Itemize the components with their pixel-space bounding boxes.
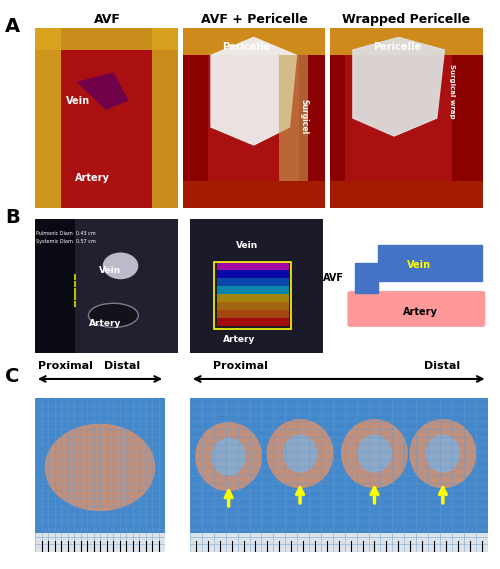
Bar xyxy=(152,28,178,208)
Polygon shape xyxy=(355,245,482,293)
Text: Proximal: Proximal xyxy=(38,361,92,371)
Bar xyxy=(35,28,178,50)
Bar xyxy=(280,55,308,181)
Polygon shape xyxy=(78,73,128,109)
Text: Pericelle: Pericelle xyxy=(372,42,421,52)
Text: Pulmonic Diam  0.43 cm: Pulmonic Diam 0.43 cm xyxy=(36,231,96,236)
Text: Vein: Vein xyxy=(99,266,122,275)
Text: Vein: Vein xyxy=(236,241,258,250)
Text: Proximal: Proximal xyxy=(212,361,268,371)
FancyBboxPatch shape xyxy=(348,291,486,327)
Ellipse shape xyxy=(88,303,138,327)
Bar xyxy=(345,55,452,181)
Polygon shape xyxy=(426,435,459,472)
Bar xyxy=(216,318,290,326)
Polygon shape xyxy=(284,435,316,472)
Bar xyxy=(216,286,290,294)
Polygon shape xyxy=(268,420,333,488)
Polygon shape xyxy=(196,423,262,490)
Text: Wrapped Pericelle: Wrapped Pericelle xyxy=(342,14,470,26)
Polygon shape xyxy=(212,438,245,475)
Polygon shape xyxy=(410,420,476,488)
Ellipse shape xyxy=(102,253,139,279)
Bar xyxy=(216,270,290,278)
Bar xyxy=(216,294,290,302)
Bar xyxy=(216,262,290,270)
Text: C: C xyxy=(5,367,20,386)
Bar xyxy=(330,181,482,208)
Bar xyxy=(214,262,290,329)
Bar xyxy=(190,534,488,552)
Bar xyxy=(208,55,300,181)
Polygon shape xyxy=(358,435,391,472)
Polygon shape xyxy=(211,38,296,145)
Text: A: A xyxy=(5,17,20,36)
Text: Distal: Distal xyxy=(424,361,460,371)
Text: Vein: Vein xyxy=(66,96,90,106)
Polygon shape xyxy=(353,38,444,136)
Text: Artery: Artery xyxy=(403,307,438,317)
Text: Surgicel: Surgicel xyxy=(300,99,308,134)
Bar xyxy=(35,28,60,208)
Bar xyxy=(182,181,325,208)
Text: Distal: Distal xyxy=(104,361,141,371)
Text: Surgical wrap: Surgical wrap xyxy=(449,64,455,119)
Bar xyxy=(75,219,178,353)
Polygon shape xyxy=(342,420,407,488)
Bar xyxy=(216,302,290,310)
Bar xyxy=(35,219,75,353)
Bar xyxy=(182,28,325,55)
Text: Vein: Vein xyxy=(406,260,431,270)
Text: Pericelle: Pericelle xyxy=(222,42,270,52)
Text: AVF: AVF xyxy=(94,14,121,26)
Bar xyxy=(330,28,482,55)
Bar xyxy=(216,310,290,318)
Text: B: B xyxy=(5,208,20,226)
Text: Artery: Artery xyxy=(75,173,110,183)
Text: Artery: Artery xyxy=(223,335,256,344)
Text: AVF: AVF xyxy=(322,273,344,283)
Bar xyxy=(35,534,165,552)
Bar xyxy=(60,50,152,208)
Text: AVF + Pericelle: AVF + Pericelle xyxy=(200,14,308,26)
Text: Systemic Diam  0.57 cm: Systemic Diam 0.57 cm xyxy=(36,239,96,244)
Polygon shape xyxy=(46,424,154,510)
Text: Artery: Artery xyxy=(89,319,122,328)
Bar xyxy=(216,278,290,286)
